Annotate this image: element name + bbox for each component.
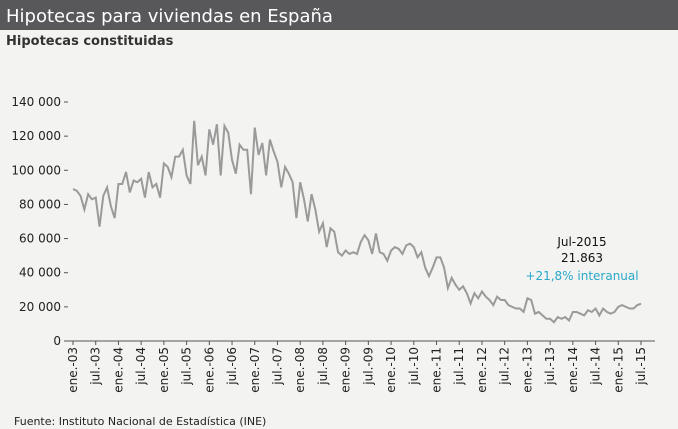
x-tick-label: jul.-15 [634,347,648,386]
annotation: Jul-2015 [556,235,606,249]
y-tick-label: 120 000 [11,129,61,143]
x-tick-label: jul.-06 [225,347,239,386]
x-tick-label: jul.-10 [407,347,421,386]
x-tick-label: jul.-08 [316,347,330,386]
x-tick-label: ene.-14 [566,347,580,393]
x-tick-label: ene.-11 [430,347,444,393]
x-tick-label: ene.-10 [384,347,398,393]
chart-title: Hipotecas para viviendas en España [6,6,333,27]
x-tick-label: jul.-12 [498,347,512,386]
chart-subtitle: Hipotecas constituidas [6,34,174,49]
x-tick-label: jul.-07 [270,347,284,386]
x-tick-label: ene.-15 [611,347,625,393]
x-tick-label: ene.-07 [248,347,262,393]
y-tick-label: 100 000 [11,163,61,177]
y-tick-label: 0 [53,334,61,348]
x-tick-label: ene.-05 [157,347,171,393]
x-tick-label: jul.-11 [452,347,466,386]
source: Fuente: Instituto Nacional de Estadístic… [14,415,266,428]
x-tick-label: jul.-05 [180,347,194,386]
x-tick-label: ene.-09 [339,347,353,393]
y-tick-label: 40 000 [19,266,61,280]
x-tick-label: jul.-03 [89,347,103,386]
x-tick-label: jul.-09 [361,347,375,386]
y-tick-label: 20 000 [19,300,61,314]
x-tick-label: ene.-13 [520,347,534,393]
x-tick-label: jul.-13 [543,347,557,386]
x-tick-label: ene.-08 [293,347,307,393]
x-tick-label: ene.-06 [202,347,216,393]
x-tick-label: ene.-12 [475,347,489,393]
x-tick-label: ene.-03 [66,347,80,393]
y-tick-label: 140 000 [11,95,61,109]
x-tick-label: ene.-04 [111,347,125,393]
annotation: 21.863 [561,251,603,265]
header-bar [0,0,678,30]
series-line [72,120,642,324]
y-tick-label: 60 000 [19,232,61,246]
x-tick-label: jul.-04 [134,347,148,386]
y-tick-label: 80 000 [19,197,61,211]
annotation: +21,8% interanual [525,269,638,283]
x-tick-label: jul.-14 [589,347,603,386]
